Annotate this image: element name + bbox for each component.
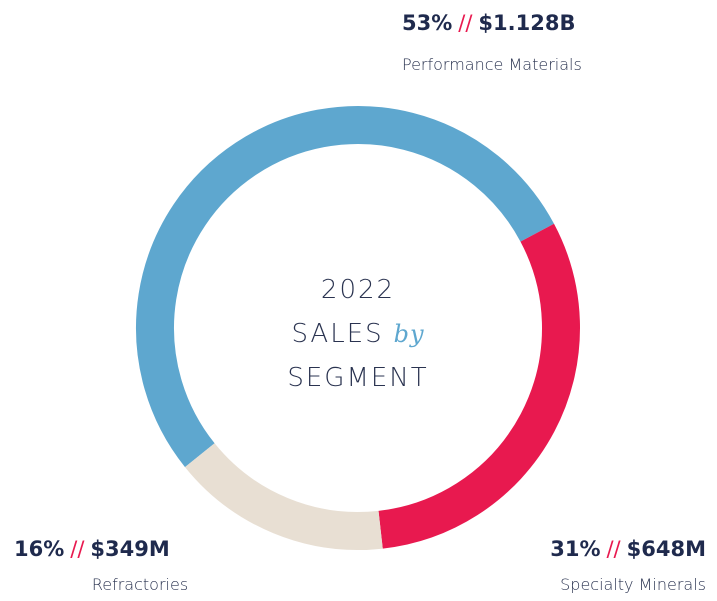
amount-label: $349M	[90, 537, 169, 561]
donut-slice	[184, 443, 383, 550]
amount-label: $1.128B	[478, 11, 575, 35]
category-label: Specialty Minerals	[560, 575, 706, 594]
category-label: Refractories	[92, 575, 188, 594]
center-by: by	[394, 320, 425, 348]
slice-label: 53%//$1.128B	[402, 11, 575, 35]
percent-label: 16%	[14, 537, 64, 561]
percent-label: 53%	[402, 11, 452, 35]
center-sales: SALES	[291, 319, 383, 349]
center-line: SALES by	[291, 319, 424, 349]
slice-label: 31%//$648M	[550, 537, 706, 561]
separator: //	[606, 537, 621, 561]
percent-label: 31%	[550, 537, 600, 561]
center-segment: SEGMENT	[287, 363, 428, 393]
slice-label: 16%//$349M	[14, 537, 170, 561]
center-year: 2022	[321, 275, 395, 305]
category-label: Performance Materials	[402, 55, 582, 74]
donut-slice	[136, 106, 554, 468]
separator: //	[458, 11, 473, 35]
donut-slice	[378, 223, 580, 549]
separator: //	[70, 537, 85, 561]
amount-label: $648M	[627, 537, 706, 561]
